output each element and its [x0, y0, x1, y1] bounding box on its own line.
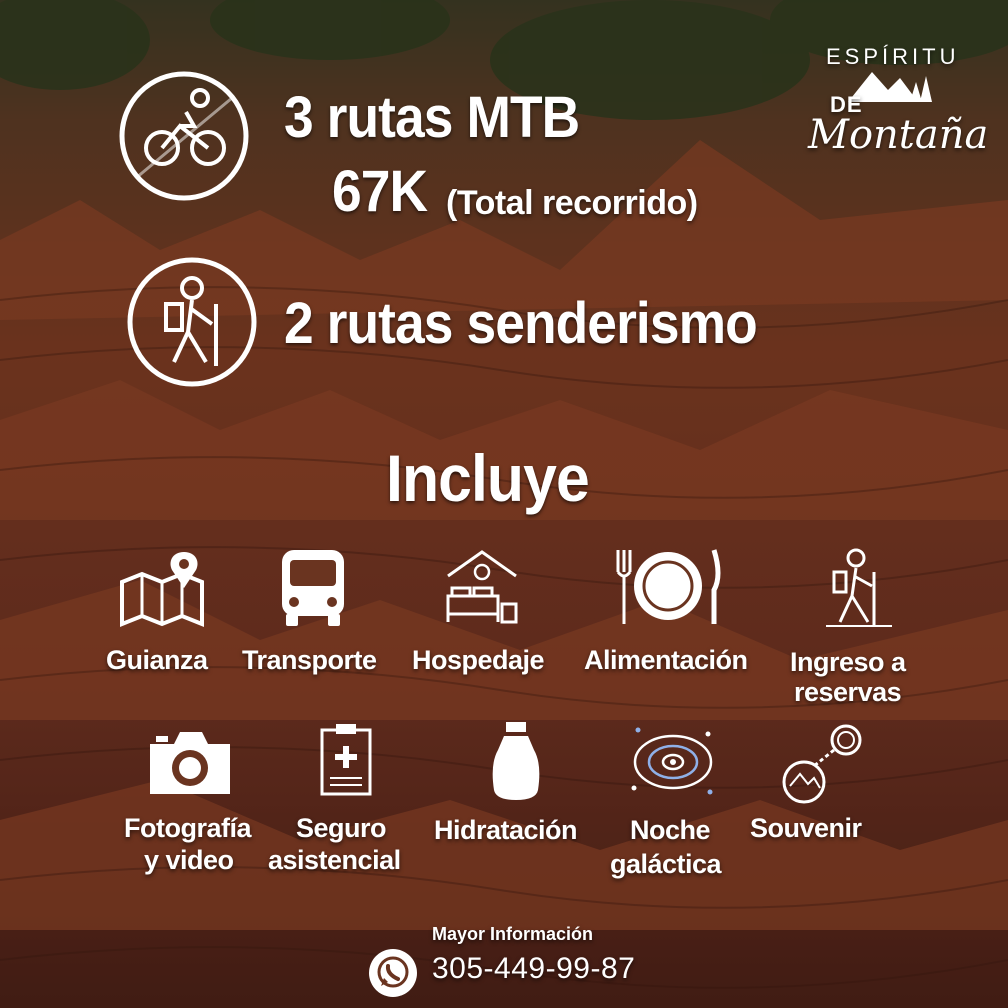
hiker-icon — [826, 548, 892, 627]
mountain-bike-icon — [119, 71, 249, 201]
includes-title: Incluye — [386, 441, 590, 515]
label-noche-1: Noche — [630, 815, 711, 845]
label-souvenir: Souvenir — [750, 813, 862, 843]
canteen-icon — [492, 722, 540, 800]
brand-line-2: DE — [830, 92, 863, 117]
stat-distance-note: (Total recorrido) — [446, 184, 698, 222]
label-ingreso-2: reservas — [794, 677, 902, 707]
medical-clipboard-icon — [320, 724, 372, 796]
galaxy-icon — [631, 727, 713, 795]
hiker-circle-icon — [127, 257, 257, 387]
label-fotografia-2: y video — [144, 845, 234, 875]
label-hidratacion: Hidratación — [434, 815, 578, 845]
keychain-icon — [782, 724, 862, 804]
label-seguro-2: asistencial — [268, 845, 401, 875]
bus-icon — [282, 550, 344, 626]
brand-line-1: ESPÍRITU — [826, 44, 960, 69]
contact-phone[interactable]: 305-449-99-87 — [432, 952, 636, 985]
label-hospedaje: Hospedaje — [412, 645, 545, 675]
contact-label: Mayor Información — [432, 924, 594, 944]
label-fotografia-1: Fotografía — [124, 813, 252, 843]
stat-distance-value: 67K — [332, 159, 428, 224]
mountain-pines-icon — [848, 72, 932, 102]
stat-hiking: 2 rutas senderismo — [284, 291, 758, 356]
label-transporte: Transporte — [242, 645, 377, 675]
brand-line-3: Montaña — [808, 112, 989, 158]
plate-cutlery-icon — [616, 549, 721, 624]
map-pin-icon — [120, 552, 204, 627]
whatsapp-icon[interactable] — [368, 948, 418, 998]
camera-icon — [150, 732, 230, 794]
bed-icon — [446, 550, 518, 624]
label-seguro-1: Seguro — [296, 813, 387, 843]
stat-mtb: 3 rutas MTB — [284, 85, 580, 150]
label-guianza: Guianza — [106, 645, 208, 675]
label-noche-2: galáctica — [610, 849, 722, 879]
label-ingreso-1: Ingreso a — [790, 647, 906, 677]
label-alimentacion: Alimentación — [584, 645, 748, 675]
